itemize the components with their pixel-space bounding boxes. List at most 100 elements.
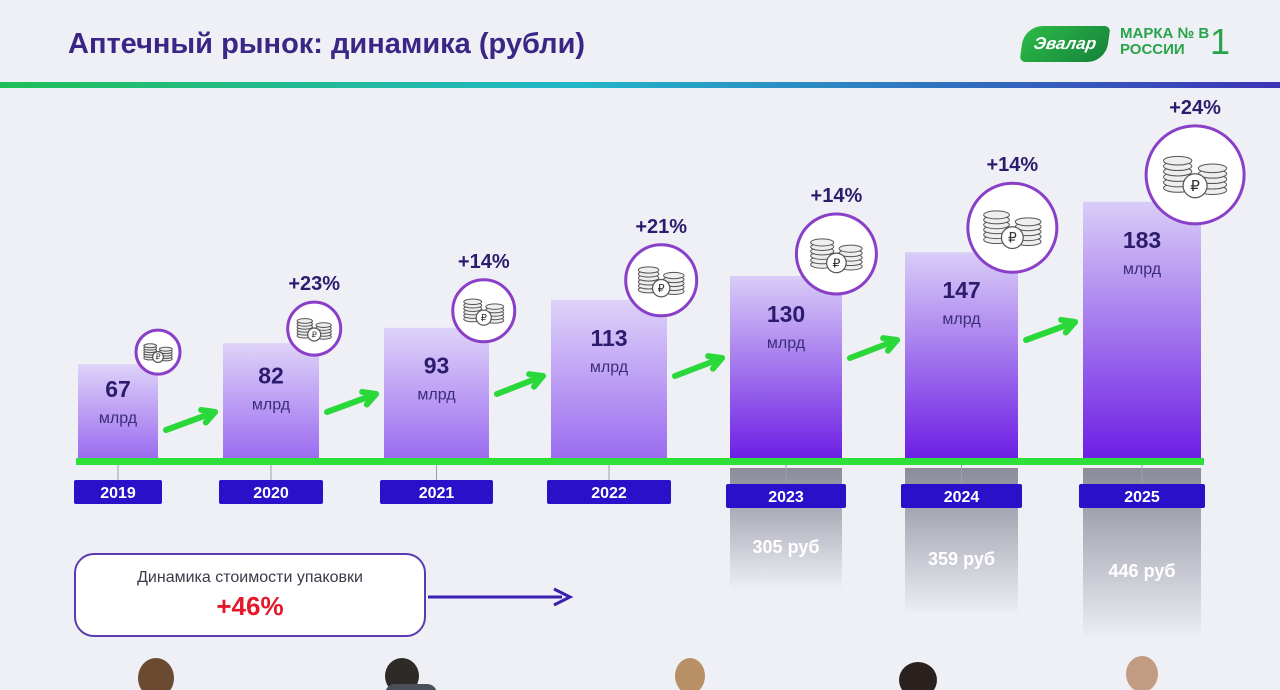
bar-unit-label: млрд [767,335,806,352]
bar-value-label: 183 [1123,227,1161,253]
bars [74,201,1205,638]
page-title: Аптечный рынок: динамика (рубли) [68,28,586,60]
growth-label: +14% [986,154,1038,176]
coin-stack-icon: ₽ [451,278,517,344]
coin-stack-icon: ₽ [794,212,878,296]
ruble-sign: ₽ [1190,178,1200,195]
coin [838,244,863,253]
bar-value-label: 82 [258,362,284,388]
growth-label: +14% [811,185,863,207]
year-label: 2023 [768,489,804,506]
pack-dynamics-value: +46% [216,591,284,621]
arrow-head [705,353,725,372]
title-rule [0,82,1280,88]
brand-rank: 1 [1210,21,1231,62]
growth-arrow-icon [324,388,379,415]
audience-silhouettes [138,656,1158,690]
ruble-icon [826,252,847,274]
arrow-head [880,335,900,354]
ruble-sign: ₽ [312,330,317,339]
pack-price-label: 305 руб [753,537,820,557]
bar-2024 [905,252,1018,458]
coin-stack-icon: ₽ [966,181,1059,274]
coin [463,298,483,306]
bar-unit-label: млрд [590,359,629,376]
ruble-sign: ₽ [658,283,665,295]
arrow-shaft [163,409,218,433]
bar-2025 [1083,201,1201,459]
arrow-head [526,371,546,390]
bar-unit-label: млрд [942,311,981,328]
coin [315,322,332,328]
bar-value-label: 130 [767,301,805,327]
coin [1014,217,1042,227]
bar-value-label: 113 [590,325,627,351]
growth-arrow-icon [163,406,218,433]
coin [1197,163,1228,174]
year-box [380,480,493,504]
year-label: 2024 [944,489,980,506]
arrow-shaft [324,391,379,415]
bar-unit-label: млрд [1123,261,1162,278]
coin [1163,155,1193,166]
arrow-shaft [847,337,900,361]
bar-unit-label: млрд [99,410,138,427]
growth-label: +24% [1169,97,1221,119]
coin-stack-icon: ₽ [1144,124,1246,226]
coin [810,238,835,247]
bar-2022 [551,299,667,458]
bar-2023 [730,276,842,458]
ruble-icon [1182,173,1208,199]
arrow-head [359,388,379,408]
coin [296,318,313,324]
chart-baseline [76,458,1204,465]
growth-arrow-icon [672,353,725,379]
year-label: 2025 [1124,489,1160,506]
year-label: 2020 [253,485,289,502]
year-box [74,480,162,504]
pack-arrow-icon [428,587,574,607]
arrow-shaft [494,373,546,397]
coin [158,346,173,352]
coin-stack-icon: ₽ [134,328,182,376]
arrow-head [1058,316,1078,336]
bar-unit-label: млрд [252,396,291,413]
growth-arrow-icon [847,335,900,361]
pack-price-label: 446 руб [1109,561,1176,581]
coin [663,271,685,280]
year-box [547,480,671,504]
arrow-shaft [672,355,725,379]
year-box [1079,484,1205,508]
coin [637,266,660,274]
market-chart: 2019 67 млрд ₽2020 82 млрд ₽ +23% 2021 93 млрд ₽ +14… [74,97,1246,638]
coin-stack-icon: ₽ [624,243,699,318]
arrow-head [198,406,218,426]
pack-dynamics-label: Динамика стоимости упаковки [137,569,363,586]
growth-label: +14% [458,251,510,273]
growth-label: +23% [288,273,340,295]
ruble-sign: ₽ [481,313,487,324]
bar-value-label: 147 [942,277,980,303]
pack-price-label: 359 руб [928,549,995,569]
year-label: 2022 [591,485,627,502]
ruble-sign: ₽ [832,256,840,270]
coin [143,343,158,349]
year-label: 2019 [100,485,136,502]
year-label: 2021 [419,485,455,502]
ruble-icon [152,351,164,363]
year-box [901,484,1022,508]
bar-2020 [223,343,319,458]
growth-arrow-icon [494,371,546,397]
pack-dynamics-box: Динамика стоимости упаковки +46% [74,553,426,637]
bar-2021 [384,327,489,458]
coin [983,210,1010,220]
bar-value-label: 67 [105,376,131,402]
ruble-sign: ₽ [155,352,160,361]
brand-tagline: МАРКА № В РОССИИ [1120,25,1210,58]
year-box [726,484,846,508]
growth-arrow-icon [1023,316,1078,343]
bar-2019 [78,364,158,458]
growth-label: +21% [635,216,687,238]
ruble-icon [475,309,492,326]
bar-unit-label: млрд [417,386,456,403]
